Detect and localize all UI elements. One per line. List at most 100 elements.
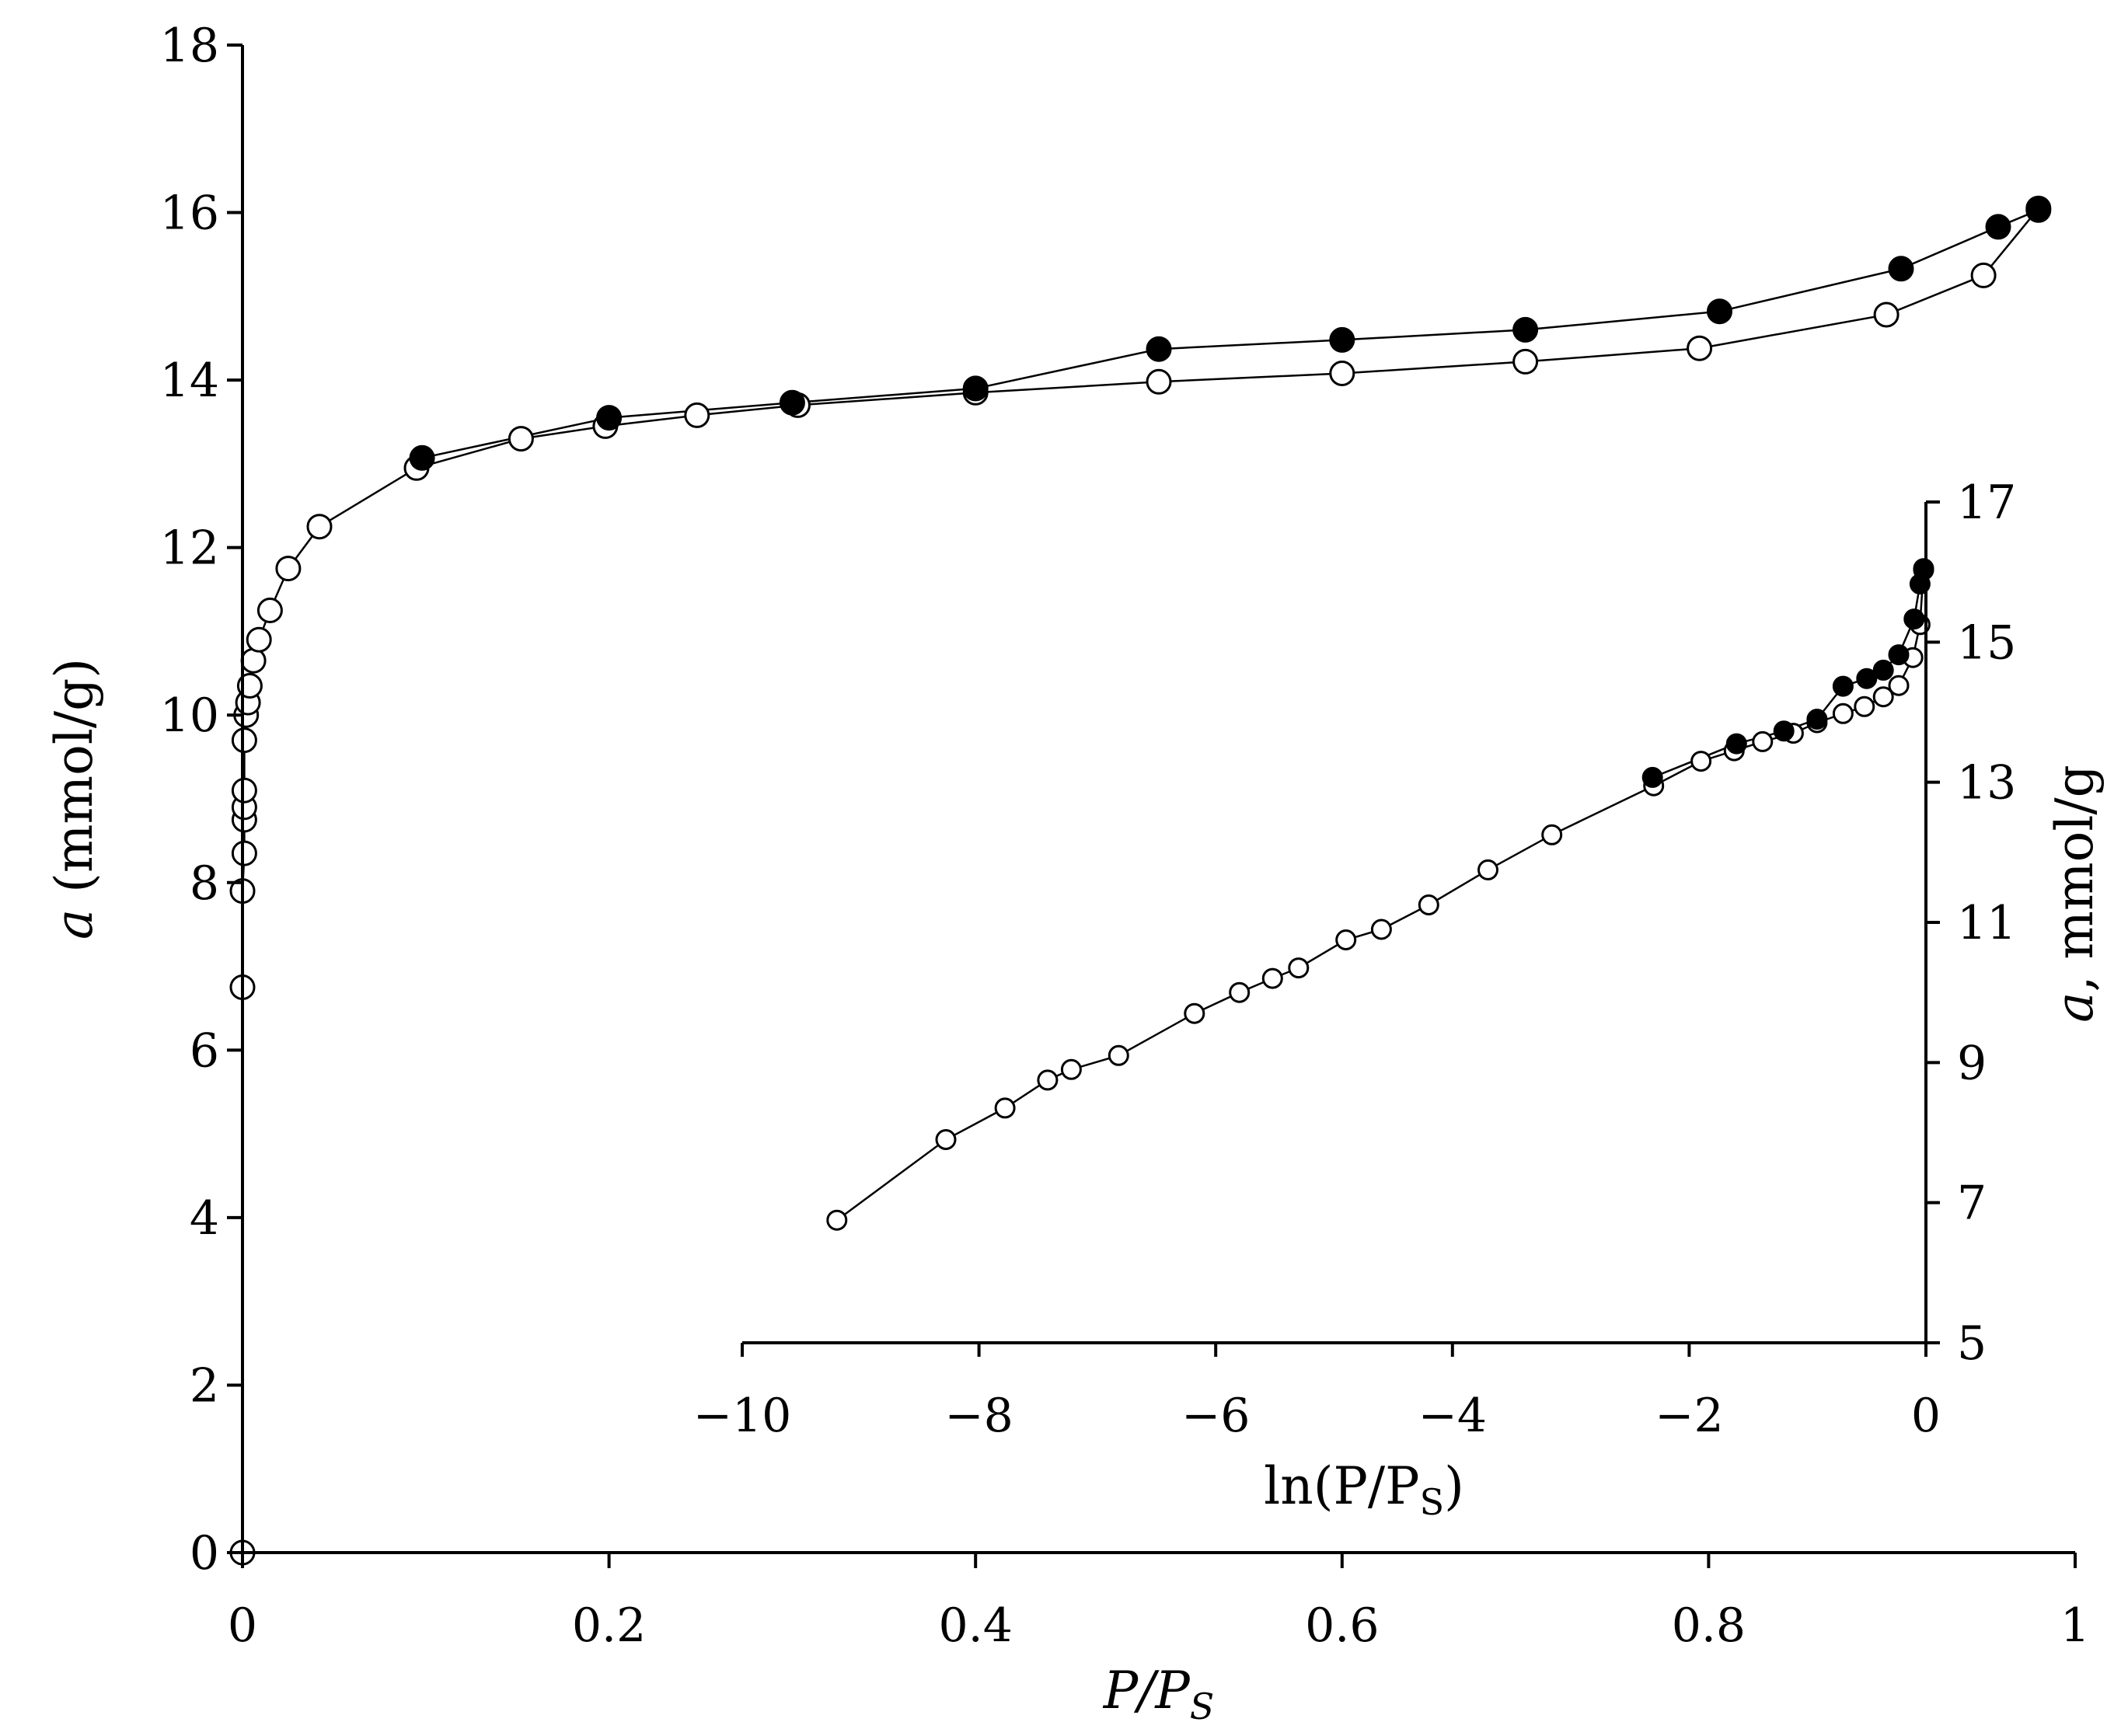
main-x-tick-label: 0.6: [1305, 1598, 1379, 1653]
main-adsorption-point: [275, 556, 302, 582]
inset-adsorption-point: [1288, 957, 1310, 979]
inset-x-tick-label: −8: [944, 1389, 1013, 1443]
inset-desorption-point: [1832, 675, 1854, 697]
main-desorption-point: [409, 444, 435, 471]
inset-x-axis-title: ln(P/PS): [1264, 1456, 1464, 1523]
inset-y-tick-label: 7: [1957, 1177, 1987, 1231]
inset-desorption-point: [1888, 644, 1910, 666]
inset-x-tick-label: −10: [693, 1389, 792, 1443]
inset-adsorption-point: [1335, 929, 1357, 950]
inset-desorption-point: [1913, 559, 1934, 580]
main-x-ticks: 0 0.2 0.4 0.6 0.8 1: [228, 1553, 2090, 1653]
main-desorption-point: [1146, 336, 1172, 362]
main-adsorption-point: [231, 727, 257, 754]
main-adsorption-point: [231, 777, 257, 804]
main-adsorption-point: [240, 647, 267, 674]
main-y-axis-title: a (mmol/g): [44, 658, 104, 939]
inset-desorption-point: [1641, 766, 1663, 788]
inset-adsorption-point: [1752, 730, 1774, 752]
inset-y-tick-label: 9: [1957, 1036, 1987, 1090]
inset-adsorption-point: [1108, 1044, 1129, 1066]
inset-x-ticks: −10 −8 −6 −4 −2 0: [693, 1343, 1941, 1443]
main-y-tick-label: 4: [190, 1191, 219, 1246]
inset-desorption-point: [1872, 659, 1894, 681]
inset-x-tick-label: −2: [1655, 1389, 1723, 1443]
main-adsorption-point: [1146, 368, 1172, 395]
inset-adsorption-point: [994, 1097, 1016, 1119]
main-y-ticks: 0 2 4 6 8 10 12 14 16 18: [160, 19, 242, 1581]
inset-y-axis-title: a, mmol/g: [2045, 765, 2105, 1023]
inset-plot: −10 −8 −6 −4 −2 0 5 7 9 11 13 15 17 ln(P/PS) a, mmo…: [693, 476, 2105, 1523]
inset-desorption-point: [1806, 709, 1828, 730]
main-y-tick-label: 14: [160, 354, 219, 408]
main-desorption-point: [2025, 197, 2052, 223]
inset-adsorption-point: [1477, 859, 1498, 880]
inset-y-tick-label: 15: [1957, 615, 2016, 670]
main-adsorption-point: [306, 514, 333, 540]
main-x-tick-label: 1: [2060, 1598, 2090, 1653]
inset-adsorption-point: [1690, 751, 1712, 772]
inset-adsorption-point: [1541, 824, 1563, 845]
main-adsorption-point: [1970, 262, 1997, 288]
inset-adsorption-point: [826, 1209, 848, 1231]
inset-adsorption-point: [1184, 1002, 1205, 1024]
main-y-tick-label: 12: [160, 521, 219, 576]
inset-adsorption-point: [1370, 919, 1392, 940]
main-y-tick-label: 2: [190, 1358, 219, 1413]
main-adsorption-point: [1512, 348, 1539, 375]
main-y-tick-label: 0: [190, 1526, 219, 1581]
main-adsorption-point: [684, 402, 710, 428]
main-desorption-point: [962, 375, 989, 402]
inset-adsorption-point: [1832, 702, 1854, 724]
inset-adsorption-point: [1854, 695, 1875, 717]
main-y-tick-label: 6: [190, 1023, 219, 1078]
main-desorption-point: [779, 389, 805, 416]
inset-y-tick-label: 17: [1957, 476, 2016, 530]
inset-adsorption-point: [1229, 981, 1251, 1003]
inset-adsorption-point: [1261, 967, 1283, 989]
inset-y-tick-label: 13: [1957, 756, 2016, 810]
main-adsorption-point: [246, 626, 272, 653]
main-y-tick-label: 16: [160, 186, 219, 241]
inset-desorption-point: [1773, 720, 1795, 742]
inset-adsorption-line: [836, 568, 1925, 1222]
main-desorption-point: [1707, 298, 1732, 325]
main-adsorption-point: [256, 598, 283, 623]
main-y-tick-label: 8: [190, 856, 219, 911]
main-desorption-point: [1329, 326, 1355, 353]
main-adsorption-point: [1329, 361, 1355, 386]
main-desorption-point: [1512, 316, 1539, 343]
inset-x-tick-label: −4: [1418, 1389, 1487, 1443]
inset-desorption-point: [1856, 668, 1878, 689]
main-desorption-point: [596, 405, 623, 431]
inset-y-tick-label: 11: [1957, 896, 2016, 950]
inset-desorption-point: [1903, 608, 1925, 630]
main-x-tick-label: 0: [228, 1598, 257, 1653]
inset-adsorption-point: [1037, 1069, 1059, 1091]
main-x-tick-label: 0.4: [938, 1598, 1012, 1653]
main-x-tick-label: 0.8: [1672, 1598, 1746, 1653]
inset-adsorption-point: [1872, 686, 1894, 708]
inset-adsorption-point: [935, 1129, 957, 1150]
main-adsorption-point: [508, 426, 534, 452]
main-desorption-point: [1888, 256, 1914, 282]
main-series-points: [229, 195, 2052, 1566]
main-desorption-point: [1985, 214, 2011, 240]
main-y-tick-label: 10: [160, 688, 219, 743]
inset-x-tick-label: −6: [1181, 1389, 1250, 1443]
inset-adsorption-point: [1060, 1058, 1082, 1080]
main-plot: 0 0.2 0.4 0.6 0.8 1 0 2 4 6 8 10 12 14 16 18 P/PS a (m…: [44, 19, 2090, 1727]
main-x-tick-label: 0.2: [572, 1598, 646, 1653]
main-adsorption-point: [1873, 302, 1900, 328]
main-y-tick-label: 18: [160, 19, 219, 73]
main-adsorption-point: [231, 840, 257, 866]
inset-adsorption-point: [1418, 894, 1439, 915]
inset-y-tick-label: 5: [1957, 1316, 1987, 1371]
inset-x-tick-label: 0: [1911, 1389, 1941, 1443]
inset-adsorption-point: [1888, 675, 1910, 696]
inset-desorption-point: [1725, 733, 1747, 755]
inset-y-ticks: 5 7 9 11 13 15 17: [1926, 476, 2016, 1371]
main-x-axis-title: P/PS: [1103, 1661, 1215, 1727]
